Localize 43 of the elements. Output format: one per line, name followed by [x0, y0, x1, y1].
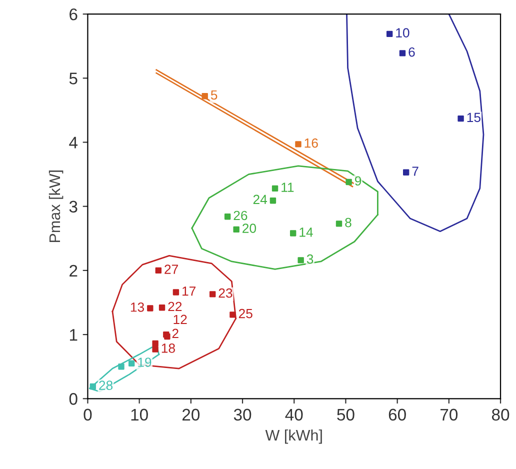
- y-tick-label: 1: [70, 329, 78, 341]
- annotation: 6: [408, 47, 415, 57]
- annotation: 10: [396, 28, 410, 38]
- x-tick-label: 10: [131, 408, 148, 421]
- annotation: 19: [138, 358, 152, 367]
- annotation: 22: [168, 302, 182, 312]
- y-axis-title: Pmax [kW]: [48, 170, 64, 242]
- annotation: 24: [253, 194, 268, 204]
- annotation: 14: [300, 228, 313, 237]
- x-tick-label: 0: [84, 408, 92, 421]
- y-tick-label: 4: [69, 136, 78, 148]
- annotation: 18: [162, 343, 175, 353]
- y-tick-label: 5: [69, 72, 78, 84]
- annotation: 7: [412, 166, 418, 176]
- annotation: 3: [306, 254, 314, 264]
- annotation: 16: [304, 138, 318, 148]
- x-tick-label: 20: [182, 408, 200, 421]
- annotation: 9: [354, 176, 362, 186]
- annotation: 17: [182, 286, 196, 296]
- x-tick-label: 30: [234, 408, 252, 421]
- annotation: 26: [234, 210, 248, 220]
- y-tick-label: 2: [70, 264, 78, 276]
- x-tick-label: 40: [285, 408, 303, 421]
- x-tick-label: 80: [492, 408, 510, 421]
- annotation: 20: [242, 224, 256, 233]
- annotation: 8: [345, 218, 352, 228]
- annotation: 25: [238, 308, 252, 318]
- x-tick-label: 60: [388, 408, 406, 421]
- x-axis-title: W [kWh]: [265, 429, 322, 444]
- annotation: 12: [174, 314, 187, 324]
- y-tick-label: 0: [69, 393, 78, 405]
- x-tick-label: 70: [440, 408, 458, 421]
- y-tick-label: 6: [70, 8, 78, 20]
- annotation: 27: [164, 264, 178, 274]
- annotation: 23: [218, 288, 232, 298]
- x-tick-label: 50: [337, 408, 354, 421]
- annotation: 28: [99, 380, 113, 390]
- annotation: 5: [210, 90, 218, 100]
- annotation: 11: [282, 182, 294, 192]
- annotation: 15: [467, 112, 480, 122]
- y-tick-label: 3: [69, 200, 78, 213]
- annotation: 13: [130, 302, 144, 312]
- annotation: 2: [172, 328, 178, 338]
